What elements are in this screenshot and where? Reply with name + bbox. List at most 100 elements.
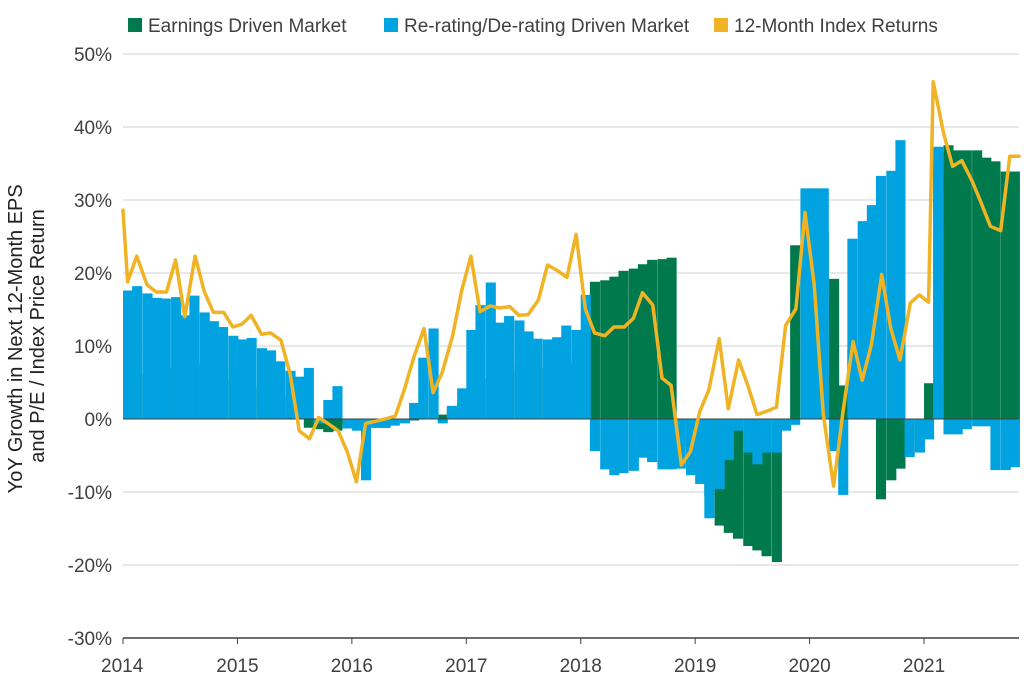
rerating-bar xyxy=(228,335,239,419)
rerating-bar xyxy=(303,367,314,419)
y-tick-label: -10% xyxy=(68,483,112,504)
rerating-bar xyxy=(180,315,191,419)
rerating-bar xyxy=(332,386,343,419)
rerating-bar xyxy=(943,419,954,435)
rerating-bar xyxy=(217,327,229,419)
x-tick-label: 2014 xyxy=(101,656,144,677)
earnings-bar xyxy=(875,419,887,500)
rerating-bar xyxy=(494,322,506,419)
earnings-bar xyxy=(723,419,734,533)
legend: Earnings Driven Market Re-rating/De-ratin… xyxy=(128,16,938,37)
rerating-bar xyxy=(580,294,591,419)
rerating-bar xyxy=(875,175,887,419)
legend-label: Re-rating/De-rating Driven Market xyxy=(404,16,690,37)
rerating-bar xyxy=(514,320,525,419)
rerating-bar xyxy=(561,325,572,419)
earnings-bar xyxy=(961,150,972,420)
rerating-bar xyxy=(857,221,868,419)
rerating-bar xyxy=(246,337,257,419)
rerating-bar xyxy=(380,419,391,428)
earnings-bar xyxy=(600,280,611,419)
rerating-bar xyxy=(589,419,600,452)
rerating-bar xyxy=(961,419,972,430)
rerating-bar xyxy=(1009,419,1020,468)
rerating-bar xyxy=(457,388,468,419)
rerating-bar xyxy=(523,331,534,419)
earnings-bar xyxy=(732,419,744,539)
rerating-bar xyxy=(829,419,840,452)
y-tick-label: 10% xyxy=(74,337,112,358)
rerating-bar xyxy=(285,370,296,419)
y-tick-label: 40% xyxy=(74,118,112,139)
earnings-bar xyxy=(761,419,772,557)
rerating-bar xyxy=(838,419,849,495)
rerating-bar xyxy=(342,419,353,429)
rerating-bar xyxy=(657,419,668,470)
y-tick-label: -20% xyxy=(68,556,112,577)
earnings-bar xyxy=(618,270,629,419)
y-tick-labels: 50% 40% 30% 20% 10% 0% -10% -20% -30% xyxy=(68,45,112,650)
rerating-bar xyxy=(428,328,439,419)
x-tick-label: 2019 xyxy=(674,656,716,677)
rerating-bar xyxy=(123,290,134,419)
y-tick-label: 0% xyxy=(85,410,113,431)
y-tick-label: 30% xyxy=(74,191,112,212)
rerating-bar xyxy=(371,419,382,428)
rerating-bar xyxy=(189,295,200,419)
rerating-bar xyxy=(647,419,658,463)
rerating-bar xyxy=(266,350,277,419)
rerating-bar xyxy=(485,282,496,419)
y-tick-label: 20% xyxy=(74,264,112,285)
rerating-bar xyxy=(409,402,420,419)
rerating-bar xyxy=(990,419,1001,471)
earnings-bar xyxy=(1000,171,1011,419)
rerating-bar xyxy=(160,298,171,419)
earnings-bar xyxy=(409,419,420,421)
rerating-bar xyxy=(351,419,362,431)
rerating-bar xyxy=(895,140,906,419)
rerating-bar xyxy=(972,419,983,427)
earnings-bar xyxy=(666,257,677,419)
earnings-bar xyxy=(589,281,600,419)
rerating-bar xyxy=(361,419,372,481)
x-tick-label: 2020 xyxy=(788,656,830,677)
rerating-bar xyxy=(695,419,706,484)
earnings-bar xyxy=(943,145,954,419)
earnings-bar xyxy=(924,383,935,419)
rerating-bar xyxy=(761,419,772,453)
y-axis-label: YoY Growth in Next 12-Month EPS and P/E … xyxy=(5,179,49,494)
earnings-bar xyxy=(314,419,325,430)
rerating-bar xyxy=(952,419,963,435)
legend-label: Earnings Driven Market xyxy=(148,16,347,37)
rerating-bar xyxy=(600,419,611,470)
x-tick-label: 2017 xyxy=(445,656,487,677)
rerating-bar xyxy=(466,329,477,419)
rerating-bar xyxy=(142,293,153,419)
earnings-bar xyxy=(752,419,763,551)
earnings-bar xyxy=(981,157,992,419)
rerating-bar xyxy=(275,361,286,419)
rerating-bars xyxy=(123,140,1020,519)
rerating-bar xyxy=(847,238,858,419)
rerating-bar xyxy=(132,286,143,419)
x-tick-label: 2021 xyxy=(903,656,945,677)
earnings-bar xyxy=(657,259,668,419)
x-tick-labels: 2014 2015 2016 2017 2018 2019 2020 2021 xyxy=(101,638,945,677)
y-tick-label: -30% xyxy=(68,629,112,650)
rerating-bar xyxy=(933,146,944,419)
rerating-bar xyxy=(208,321,219,419)
rerating-bar xyxy=(628,419,639,471)
returns-line xyxy=(121,79,1021,488)
legend-swatch xyxy=(714,18,728,32)
rerating-bar xyxy=(914,419,925,453)
rerating-bar xyxy=(418,357,429,419)
rerating-bar xyxy=(771,419,782,453)
rerating-bar xyxy=(399,419,411,424)
rerating-bar xyxy=(609,419,620,476)
rerating-bar xyxy=(886,170,897,419)
earnings-bar xyxy=(609,276,620,419)
earnings-bar xyxy=(437,414,448,419)
earnings-bar xyxy=(990,161,1001,419)
rerating-bar xyxy=(752,419,763,465)
